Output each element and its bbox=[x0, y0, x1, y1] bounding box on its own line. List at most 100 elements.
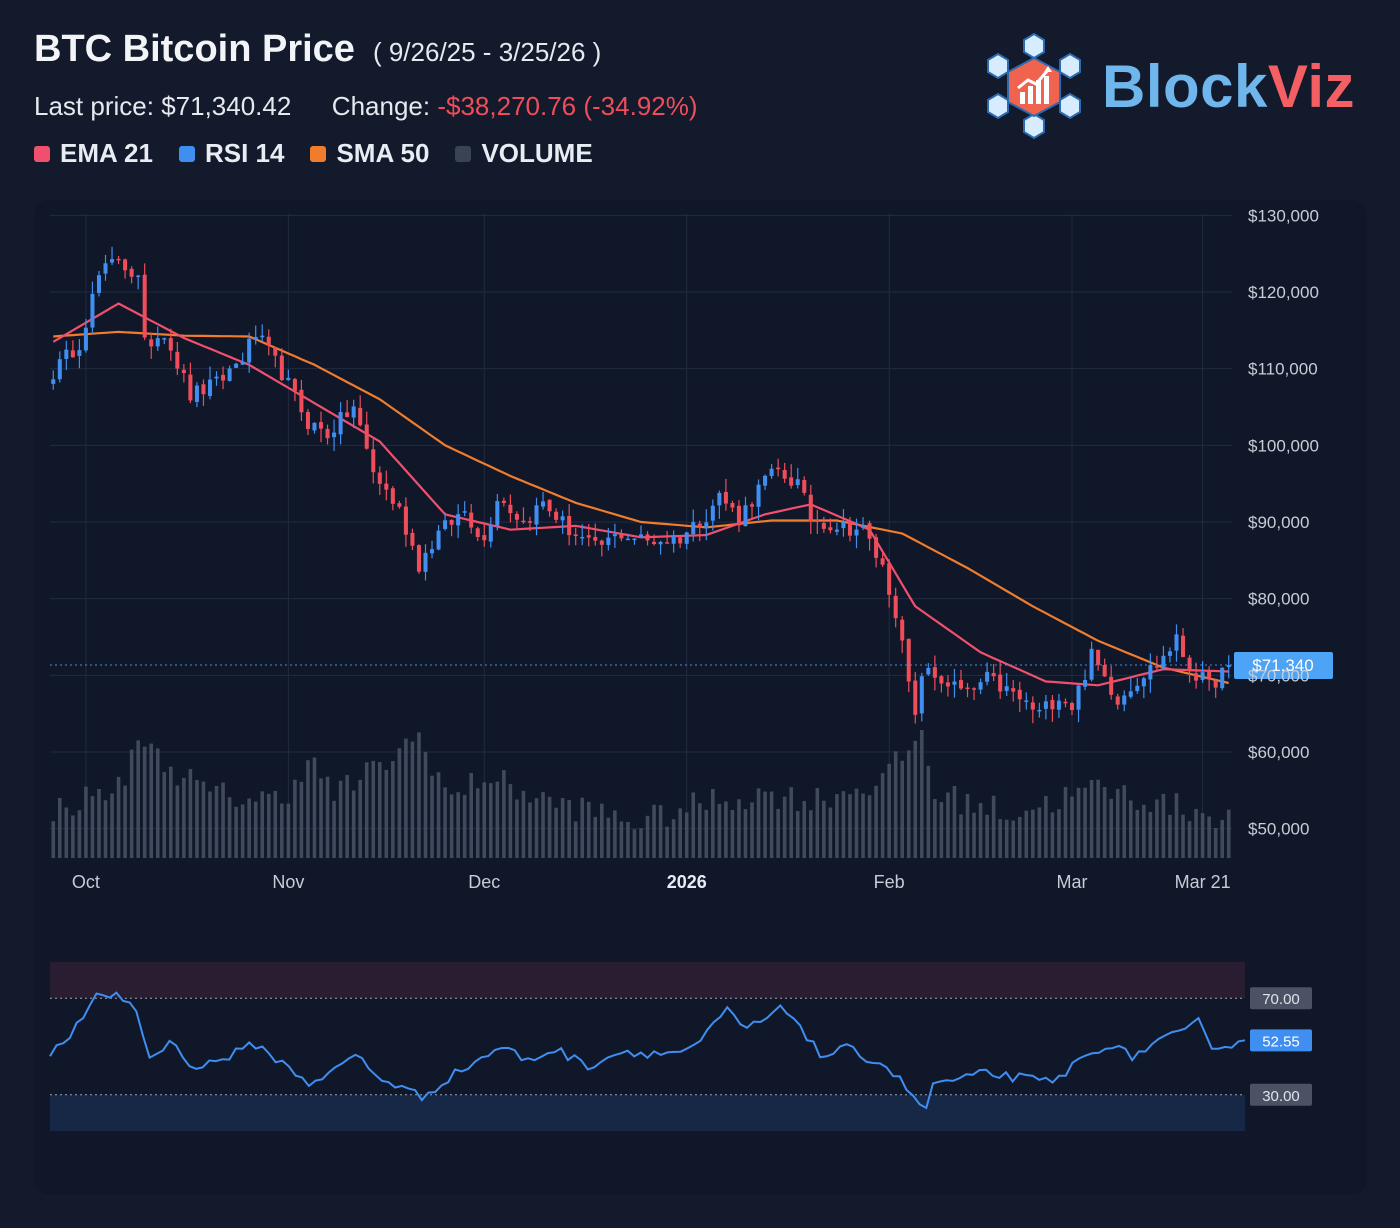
volume-bar bbox=[808, 810, 813, 858]
candle bbox=[1096, 649, 1101, 671]
candle bbox=[116, 256, 121, 265]
legend-label-rsi: RSI 14 bbox=[204, 138, 285, 168]
candle-body bbox=[978, 682, 983, 690]
chart-svg[interactable]: $71,340 $50,000 $60,000 $70,000 $80,000 $90,… bbox=[34, 200, 1367, 1195]
candle-body bbox=[795, 479, 800, 486]
volume-bar bbox=[410, 741, 415, 858]
rsi-overbought-zone bbox=[50, 962, 1245, 999]
legend-item-ema[interactable]: EMA 21 bbox=[34, 138, 153, 169]
candle-body bbox=[998, 674, 1003, 692]
candle bbox=[266, 329, 271, 356]
candle-body bbox=[1050, 699, 1055, 710]
candle bbox=[430, 540, 435, 559]
candle-body bbox=[573, 534, 578, 537]
x-tick-label: Nov bbox=[272, 872, 304, 892]
candle-body bbox=[1063, 701, 1068, 704]
candle bbox=[815, 509, 820, 535]
candle-body bbox=[1161, 655, 1166, 669]
candle-body bbox=[1076, 685, 1081, 710]
candle-body bbox=[508, 504, 513, 514]
candle-body bbox=[547, 499, 552, 512]
candle bbox=[299, 379, 304, 421]
volume-bar bbox=[1168, 814, 1172, 858]
candle-body bbox=[96, 275, 102, 293]
candle-body bbox=[1167, 651, 1172, 656]
volume-bar bbox=[841, 791, 846, 858]
legend-item-rsi[interactable]: RSI 14 bbox=[178, 138, 285, 169]
candle-body bbox=[1011, 688, 1016, 692]
candle-body bbox=[318, 422, 324, 429]
volume-bar bbox=[1135, 809, 1140, 858]
candle-body bbox=[462, 511, 467, 513]
candle-body bbox=[201, 384, 206, 395]
volume-bar bbox=[384, 769, 389, 858]
volume-bar bbox=[286, 803, 291, 858]
candle-body bbox=[181, 369, 186, 374]
candle bbox=[1011, 679, 1016, 702]
candle bbox=[998, 661, 1003, 699]
candle-body bbox=[475, 528, 480, 537]
candle-body bbox=[1194, 673, 1199, 681]
candle-body bbox=[541, 501, 546, 507]
logo-text-viz: Viz bbox=[1267, 52, 1355, 120]
candle bbox=[332, 419, 337, 451]
volume-bar bbox=[952, 786, 957, 858]
candle-body bbox=[488, 524, 493, 542]
candle bbox=[756, 479, 761, 521]
price-summary: Last price: $71,340.42 Change: -$38,270.… bbox=[34, 91, 698, 122]
volume-bar bbox=[743, 809, 748, 858]
candle-body bbox=[358, 407, 363, 426]
legend-item-volume[interactable]: VOLUME bbox=[455, 138, 593, 169]
last-price-badge bbox=[1234, 652, 1333, 680]
candle bbox=[364, 411, 369, 450]
volume-bar bbox=[893, 751, 898, 858]
volume-bar bbox=[704, 809, 709, 858]
candle bbox=[70, 340, 75, 358]
volume-bar bbox=[717, 803, 722, 858]
volume-bar bbox=[1220, 819, 1225, 858]
volume-bar bbox=[136, 740, 140, 858]
volume-bar bbox=[573, 821, 578, 858]
price-axis: $50,000 $60,000 $70,000 $80,000 $90,000 $100,… bbox=[1248, 206, 1319, 838]
chart-header: BTC Bitcoin Price ( 9/26/25 - 3/25/26 ) … bbox=[34, 28, 698, 169]
volume-bar bbox=[554, 807, 558, 858]
candle-body bbox=[240, 362, 245, 365]
candle-body bbox=[684, 532, 689, 544]
candle-body bbox=[893, 595, 898, 619]
legend-item-sma[interactable]: SMA 50 bbox=[310, 138, 429, 169]
x-tick-label: Mar bbox=[1057, 872, 1088, 892]
volume-bar bbox=[1142, 804, 1146, 858]
candle bbox=[397, 500, 402, 509]
volume-bar bbox=[430, 775, 434, 858]
volume-bar bbox=[273, 790, 278, 858]
candle-body bbox=[273, 347, 278, 356]
volume-bar bbox=[280, 803, 284, 858]
candle-body bbox=[416, 545, 421, 572]
candle-body bbox=[815, 520, 820, 522]
candle-body bbox=[90, 293, 95, 328]
volume-bar bbox=[260, 791, 265, 858]
candle bbox=[867, 520, 872, 551]
candle bbox=[384, 470, 389, 501]
volume-bar bbox=[84, 786, 88, 858]
volume-bar bbox=[639, 828, 643, 858]
candle-body bbox=[1148, 665, 1153, 680]
candle bbox=[390, 486, 395, 511]
volume-bar bbox=[822, 800, 826, 858]
candle bbox=[1220, 667, 1225, 691]
candle-body bbox=[1187, 657, 1192, 672]
volume-bar bbox=[508, 784, 513, 858]
candle-body bbox=[749, 504, 755, 507]
volume-bar bbox=[436, 772, 441, 858]
volume-bar bbox=[1128, 800, 1133, 858]
candle-body bbox=[83, 327, 88, 351]
volume-bar bbox=[1057, 809, 1061, 858]
candle-body bbox=[338, 412, 343, 435]
candle-body bbox=[1115, 696, 1120, 705]
candle-body bbox=[1024, 700, 1029, 703]
candle bbox=[723, 478, 728, 511]
candle bbox=[469, 504, 474, 534]
volume-bar bbox=[626, 822, 630, 858]
volume-bar bbox=[1115, 788, 1120, 858]
candle bbox=[1200, 661, 1205, 683]
